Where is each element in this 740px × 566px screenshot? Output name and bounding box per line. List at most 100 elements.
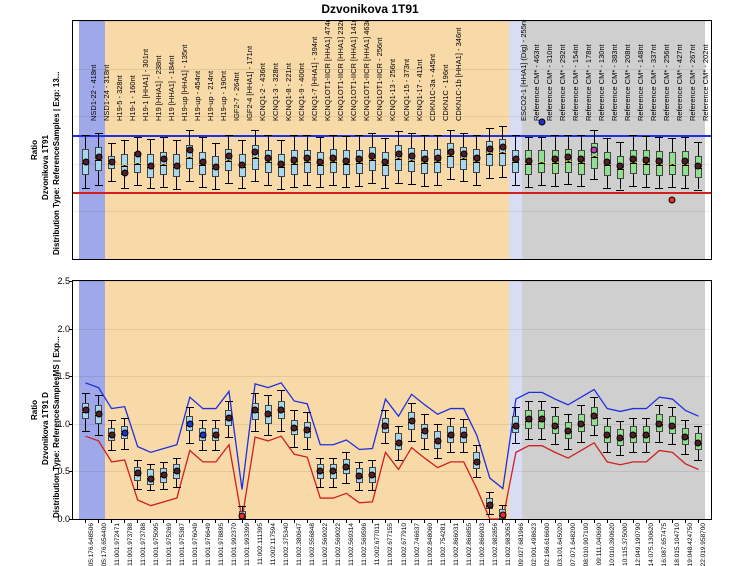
data-point bbox=[343, 157, 350, 164]
x-label: 11:001.975387 bbox=[179, 523, 186, 566]
probe-label: KCNQ1-8 - 221nt bbox=[284, 63, 293, 121]
x-label: 11:001.972471 bbox=[114, 523, 121, 566]
probe-label: H19-5 - 328nt bbox=[115, 75, 124, 121]
data-point bbox=[591, 147, 598, 154]
probe-label: H19-1 - 160nt bbox=[128, 75, 137, 121]
data-point bbox=[330, 155, 337, 162]
data-point bbox=[656, 157, 663, 164]
data-point bbox=[525, 416, 532, 423]
data-point bbox=[160, 156, 167, 163]
x-label: 18:015.104710 bbox=[674, 523, 681, 566]
x-label: 22:019.958700 bbox=[700, 523, 707, 566]
data-point bbox=[499, 143, 506, 150]
probe-label: CDKN1C-3a - 445nt bbox=[428, 54, 437, 121]
data-point bbox=[265, 155, 272, 162]
data-point bbox=[695, 162, 702, 169]
probe-label: ESCO2-1 [HHA1] (Dig) - 255nt bbox=[519, 20, 528, 121]
data-point bbox=[291, 156, 298, 163]
x-label: 11:002.677011 bbox=[374, 523, 381, 565]
x-label: 11:001.975095 bbox=[153, 523, 160, 566]
x-label: 11:001.975269 bbox=[166, 523, 173, 566]
data-point bbox=[460, 432, 467, 439]
data-point bbox=[656, 420, 663, 427]
main-title: Dzvonikova 1T91 bbox=[0, 2, 740, 16]
x-label: 11:002.866903 bbox=[479, 523, 486, 566]
data-point bbox=[434, 437, 441, 444]
x-label: 14:075.130620 bbox=[648, 523, 655, 566]
data-point bbox=[552, 422, 559, 429]
x-label: 11:002.380647 bbox=[296, 523, 303, 566]
data-point bbox=[369, 472, 376, 479]
x-label: 05:176.648506 bbox=[88, 523, 95, 566]
x-label: 10:115.375000 bbox=[622, 523, 629, 566]
data-point bbox=[356, 473, 363, 480]
probe-label: H19-1 [HHA1] - 301nt bbox=[141, 49, 150, 121]
x-label: 11:001.976649 bbox=[205, 523, 212, 566]
data-point bbox=[643, 156, 650, 163]
panel-top: 0.00.51.01.52.02.5NSD1-22 - 418ntNSD1-24… bbox=[72, 20, 712, 260]
data-point bbox=[512, 422, 519, 429]
probe-label: H19-up - 190nt bbox=[219, 71, 228, 121]
probe-label: KCNQ1-9 - 400nt bbox=[297, 63, 306, 121]
threshold-lower bbox=[73, 192, 711, 194]
data-point bbox=[173, 468, 180, 475]
data-point bbox=[643, 432, 650, 439]
x-label: 02:166.616600 bbox=[544, 523, 551, 566]
data-point bbox=[695, 439, 702, 446]
probe-label: Reference CM* - 256nt bbox=[662, 44, 671, 121]
x-label: 12:049.190790 bbox=[635, 523, 642, 566]
x-label: 11:002.117594 bbox=[270, 523, 277, 565]
data-point bbox=[486, 145, 493, 152]
x-label: 09:027.681966 bbox=[518, 523, 525, 566]
x-label: 11:002.569596 bbox=[361, 523, 368, 566]
data-point bbox=[95, 154, 102, 161]
data-point bbox=[278, 406, 285, 413]
data-point bbox=[108, 432, 115, 439]
probe-label: H19-up [HHA1] - 135nt bbox=[180, 45, 189, 121]
probe-label: Reference CM* - 267nt bbox=[688, 44, 697, 121]
probe-label: Reference CM* - 337nt bbox=[649, 44, 658, 121]
panel-bottom: 0.00.51.01.52.02.505:176.64850605:176.65… bbox=[72, 280, 712, 520]
x-label: 11:002.569314 bbox=[348, 523, 355, 566]
x-label: 11:002.866855 bbox=[466, 523, 473, 566]
data-point bbox=[147, 162, 154, 169]
x-label: 11:002.569022 bbox=[335, 523, 342, 566]
data-point bbox=[95, 411, 102, 418]
data-point bbox=[160, 472, 167, 479]
data-point bbox=[669, 196, 676, 203]
data-point bbox=[473, 458, 480, 465]
data-point bbox=[356, 156, 363, 163]
probe-label: H19-up - 454nt bbox=[193, 71, 202, 121]
data-point bbox=[421, 156, 428, 163]
data-point bbox=[499, 512, 506, 519]
data-point bbox=[134, 151, 141, 158]
data-point bbox=[199, 158, 206, 165]
x-label: 07:071.648200 bbox=[570, 523, 577, 566]
x-label: 11:002.754281 bbox=[440, 523, 447, 566]
data-point bbox=[186, 420, 193, 427]
probe-label: KCNQ1-17 - 411nt bbox=[415, 59, 424, 121]
data-point bbox=[447, 149, 454, 156]
data-point bbox=[538, 416, 545, 423]
x-label: 11:002.746637 bbox=[414, 523, 421, 566]
probe-label: Reference CM* - 154nt bbox=[571, 44, 580, 121]
x-label: 08:010.907100 bbox=[583, 523, 590, 566]
data-point bbox=[199, 432, 206, 439]
data-point bbox=[330, 468, 337, 475]
data-point bbox=[252, 149, 259, 156]
probe-label: KCNQ1-13 - 256nt bbox=[388, 59, 397, 121]
threshold-upper bbox=[73, 135, 711, 137]
data-point bbox=[512, 156, 519, 163]
data-point bbox=[382, 158, 389, 165]
probe-label: Reference CM* - 463nt bbox=[532, 44, 541, 121]
y-label-dist-1: Distribution Type: ReferenceSamples | Ex… bbox=[52, 72, 61, 255]
data-point bbox=[317, 158, 324, 165]
data-point bbox=[82, 158, 89, 165]
x-label: 11:002.677910 bbox=[401, 523, 408, 566]
x-label: 11:001.992370 bbox=[231, 523, 238, 566]
x-label: 02:001.498623 bbox=[531, 523, 538, 566]
data-point bbox=[565, 428, 572, 435]
y-label-ratio-1: Ratio bbox=[30, 140, 39, 160]
probe-label: IGF2-4 [HHA1] - 171nt bbox=[245, 46, 254, 121]
data-point bbox=[604, 432, 611, 439]
